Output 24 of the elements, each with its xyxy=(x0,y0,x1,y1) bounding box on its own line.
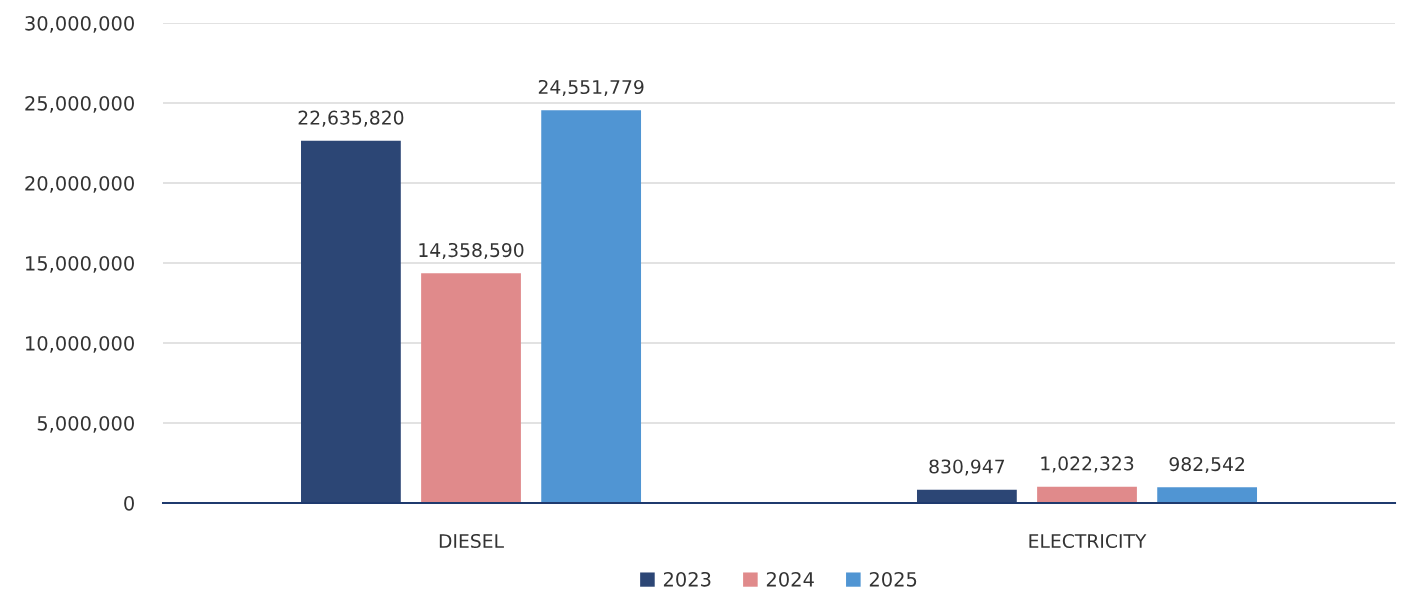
bar xyxy=(541,110,642,504)
y-tick-label: 5,000,000 xyxy=(37,415,134,433)
data-label: 830,947 xyxy=(929,459,1005,476)
data-label: 1,022,323 xyxy=(1041,456,1134,473)
legend-label: 2024 xyxy=(766,571,814,587)
data-label: 24,551,779 xyxy=(538,79,644,96)
y-tick-label: 0 xyxy=(124,495,134,511)
y-tick-label: 20,000,000 xyxy=(25,175,134,193)
bar xyxy=(421,273,521,504)
bar xyxy=(1157,487,1258,504)
x-tick-label: ELECTRICITY xyxy=(1029,533,1147,549)
data-label: 14,358,590 xyxy=(419,242,524,260)
bar xyxy=(917,489,1017,504)
bar xyxy=(301,140,401,504)
y-tick-label: 25,000,000 xyxy=(25,95,134,113)
data-label: 982,542 xyxy=(1169,456,1245,474)
data-label: 22,635,820 xyxy=(298,110,404,127)
legend-label: 2025 xyxy=(869,571,917,587)
y-tick-label: 15,000,000 xyxy=(26,255,134,273)
y-tick-label: 30,000,000 xyxy=(25,15,134,33)
x-tick-label: DIESEL xyxy=(439,533,504,549)
bar xyxy=(1037,486,1137,504)
y-tick-label: 10,000,000 xyxy=(26,335,134,353)
legend-label: 2023 xyxy=(663,571,711,587)
